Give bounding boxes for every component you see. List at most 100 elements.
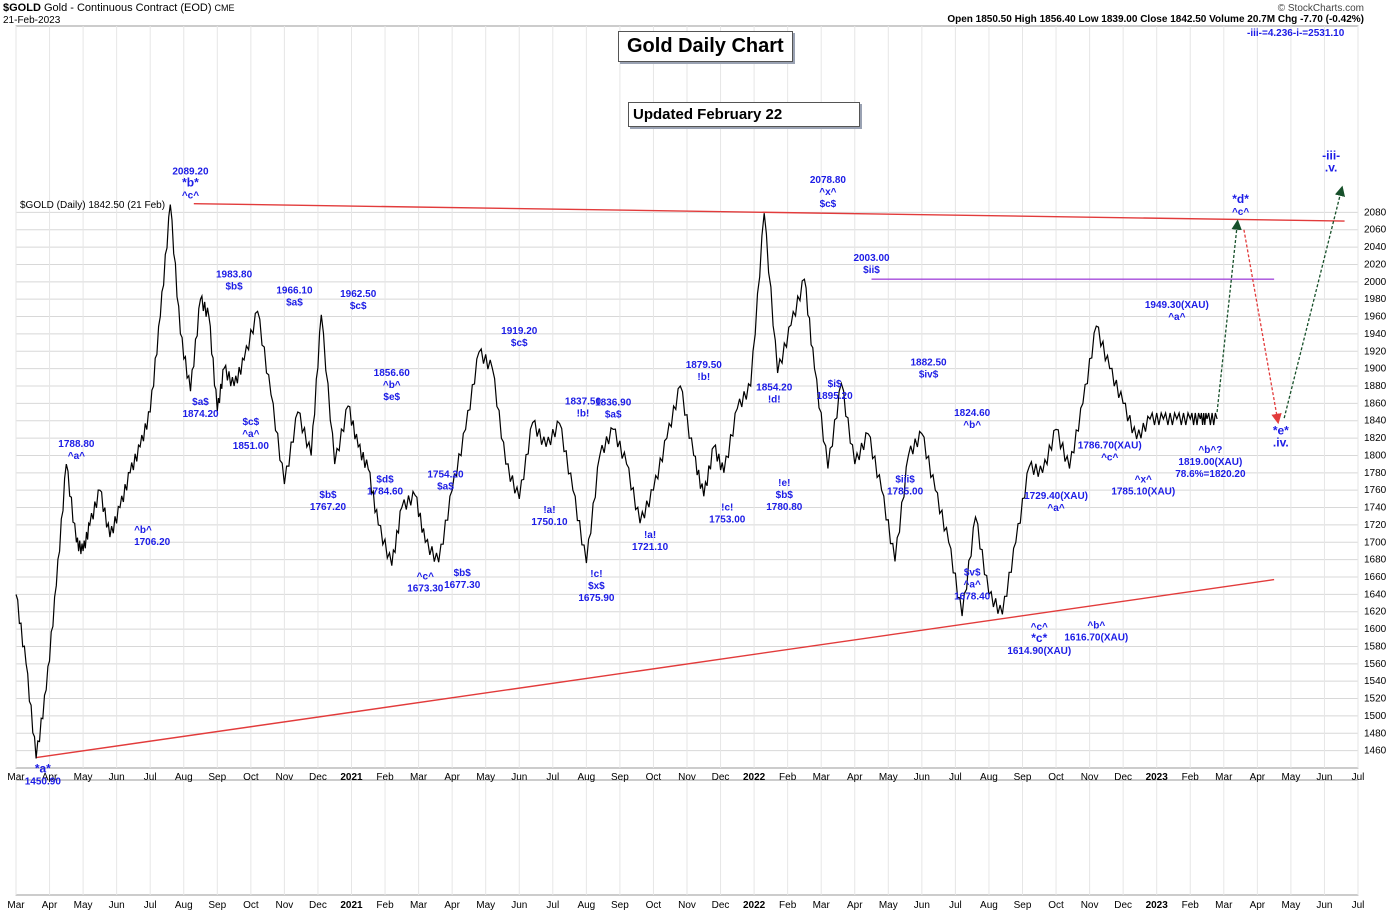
x-tick-label-lower: May [879, 900, 898, 911]
x-tick-label-lower: Oct [646, 900, 662, 911]
x-tick-label: Feb [779, 772, 797, 783]
price-series-line [15, 204, 1218, 759]
x-tick-label-lower: Apr [847, 900, 863, 911]
x-tick-label: Sep [611, 772, 629, 783]
wave-label: 1729.40(XAU) [1024, 491, 1088, 502]
x-tick-label: Apr [444, 772, 460, 783]
y-tick-label: 1820 [1364, 433, 1387, 444]
wave-label: ^c^ [1232, 207, 1249, 218]
wave-label: !b! [577, 408, 590, 419]
y-tick-label: 1960 [1364, 312, 1387, 323]
wave-label: ^b^? [1198, 445, 1222, 456]
wave-label: ^b^ [1087, 620, 1105, 631]
wave-label: 1788.80 [58, 439, 95, 450]
x-tick-label-lower: Aug [577, 900, 595, 911]
wave-label: $b$ [776, 490, 794, 501]
chart-name: Gold - Continuous Contract (EOD) [43, 2, 212, 14]
wave-label: $c$ [511, 338, 528, 349]
x-tick-label-lower: Mar [410, 900, 428, 911]
x-tick-label: Jun [914, 772, 930, 783]
x-tick-label: Apr [42, 772, 58, 783]
x-tick-label: Jul [949, 772, 962, 783]
x-tick-label: Aug [980, 772, 998, 783]
wave-label: $d$ [376, 474, 394, 485]
wave-label: *d* [1232, 192, 1249, 206]
wave-label: 1836.90 [595, 397, 632, 408]
x-tick-label-lower: Aug [980, 900, 998, 911]
projection-down-to-e [1243, 229, 1282, 425]
wave-label: 1677.30 [444, 580, 481, 591]
y-tick-label: 1800 [1364, 450, 1387, 461]
wave-label: 1895.20 [817, 391, 854, 402]
wave-label: ^x^ [1135, 474, 1152, 485]
x-axis: Mar Mar Apr Apr May May Jun Jun Jul Jul Aug Aug Sep S… [7, 772, 1364, 911]
wave-label: 1819.00(XAU) [1178, 457, 1242, 468]
x-tick-label: Sep [208, 772, 226, 783]
y-tick-label: 1980 [1364, 294, 1387, 305]
wave-label: -iii- [1322, 149, 1340, 163]
y-tick-label: 1900 [1364, 364, 1387, 375]
x-tick-label-lower: Mar [7, 900, 25, 911]
wave-label: !c! [590, 569, 602, 580]
wave-label: $b$ [319, 490, 337, 501]
wave-label: 1753.00 [709, 514, 746, 525]
trendline-upper-channel [193, 202, 1345, 222]
x-tick-label-lower: May [1281, 900, 1300, 911]
x-tick-label: Jul [1352, 772, 1365, 783]
wave-label: ^a^ [964, 579, 981, 590]
x-tick-label: May [879, 772, 898, 783]
brand-logo: © StockCharts.com [1277, 3, 1364, 14]
wave-label: $a$ [192, 397, 209, 408]
x-tick-label: 2021 [340, 772, 363, 783]
wave-label: $ii$ [863, 265, 880, 276]
wave-label: .iv. [1273, 436, 1289, 450]
x-tick-label: Apr [847, 772, 863, 783]
x-tick-label: Feb [376, 772, 394, 783]
x-tick-label: 2023 [1146, 772, 1169, 783]
y-tick-label: 1560 [1364, 659, 1387, 670]
wave-label: 2089.20 [172, 167, 209, 178]
y-tick-label: 2040 [1364, 242, 1387, 253]
x-tick-label-lower: Jun [1316, 900, 1332, 911]
x-tick-label: May [1281, 772, 1300, 783]
y-axis: 1460 1480 1500 1520 1540 1560 1580 1600 1620 1640… [1364, 207, 1387, 756]
x-tick-label: 2022 [743, 772, 766, 783]
wave-label: ^c^ [182, 191, 199, 202]
projection-up-to-v [1283, 185, 1346, 419]
wave-label: !c! [721, 502, 733, 513]
x-tick-label-lower: Jul [144, 900, 157, 911]
x-tick-label-lower: Nov [1081, 900, 1099, 911]
wave-label: 1673.30 [407, 584, 444, 595]
y-tick-label: 1540 [1364, 676, 1387, 687]
wave-label: 1786.70(XAU) [1078, 441, 1142, 452]
x-tick-label: Mar [7, 772, 25, 783]
wave-label: ^c^ [417, 572, 434, 583]
chart-date: 21-Feb-2023 [3, 15, 61, 26]
x-tick-label: Aug [577, 772, 595, 783]
wave-label: 2003.00 [853, 253, 890, 264]
x-tick-label-lower: Dec [1114, 900, 1132, 911]
wave-label: 1750.10 [531, 517, 568, 528]
wave-label: 1949.30(XAU) [1145, 300, 1209, 311]
x-tick-label: Dec [712, 772, 730, 783]
y-tick-label: 2080 [1364, 207, 1387, 218]
wave-label: *e* [1273, 424, 1289, 438]
x-tick-label: Jul [144, 772, 157, 783]
wave-label: ^c^ [1031, 622, 1048, 633]
y-tick-label: 1700 [1364, 537, 1387, 548]
x-tick-label-lower: Sep [1014, 900, 1032, 911]
projection-up-to-d [1216, 219, 1242, 413]
y-tick-label: 1480 [1364, 728, 1387, 739]
x-tick-label: Mar [813, 772, 831, 783]
price-grid [15, 25, 1359, 896]
wave-label: $i$ [828, 379, 842, 390]
x-tick-label-lower: Mar [1215, 900, 1233, 911]
wave-label: ^a^ [242, 429, 259, 440]
x-tick-label: Jun [109, 772, 125, 783]
wave-label: ^b^ [134, 525, 152, 536]
x-tick-label-lower: Mar [813, 900, 831, 911]
x-tick-label-lower: Jul [949, 900, 962, 911]
x-tick-label: Oct [243, 772, 259, 783]
y-tick-label: 1520 [1364, 694, 1387, 705]
wave-label: 1784.60 [367, 486, 404, 497]
